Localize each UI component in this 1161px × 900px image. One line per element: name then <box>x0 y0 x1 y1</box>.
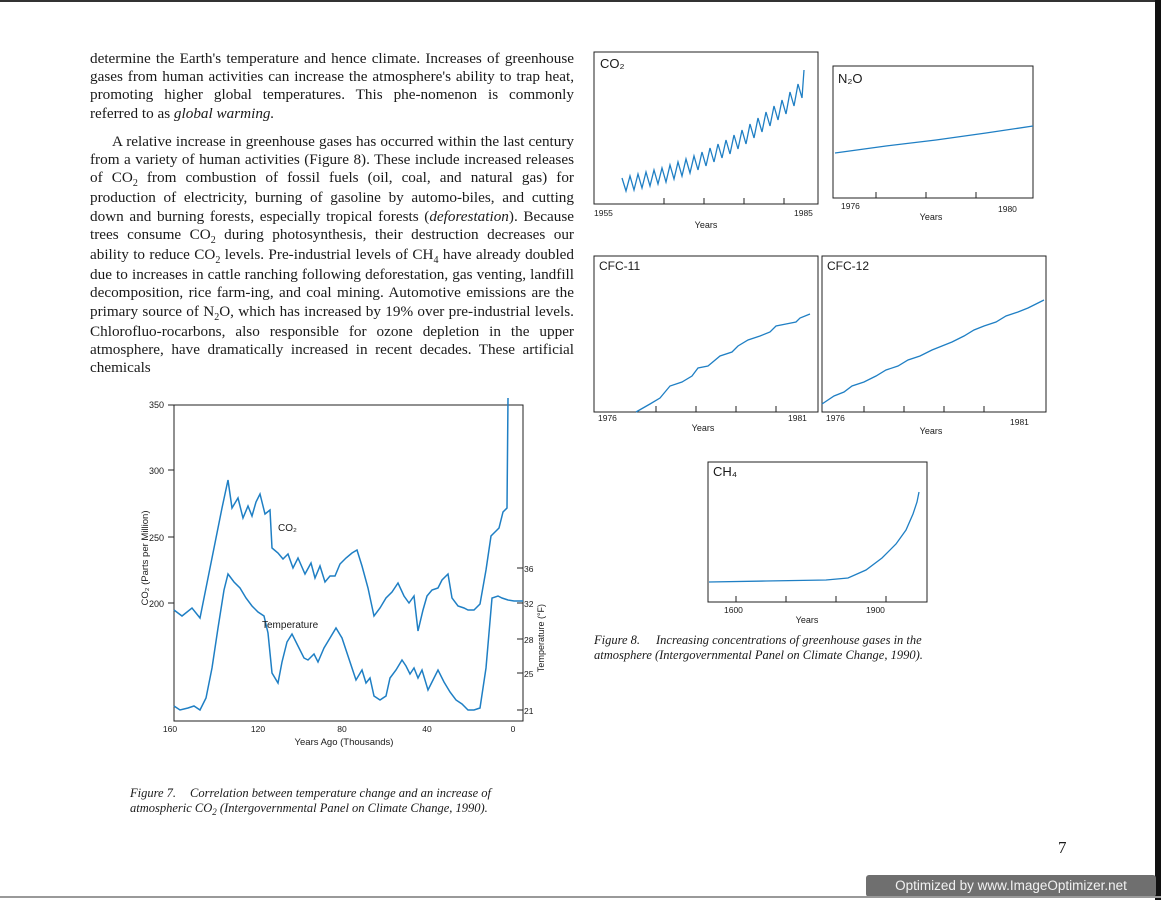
panel-n2o-title: N₂O <box>838 71 863 86</box>
temperature-curve-label: Temperature <box>262 620 319 631</box>
temp-tick-36: 36 <box>524 564 534 574</box>
panel-cfc12-xlabel: Years <box>920 426 943 436</box>
panel-co2-title: CO₂ <box>600 56 625 71</box>
panel-ch4-xlabel: Years <box>796 615 819 625</box>
panel-cfc11-x-start: 1976 <box>598 413 617 423</box>
co2-tick-200: 200 <box>149 599 164 609</box>
figure-8-caption: Figure 8. Increasing concentrations of gr… <box>594 633 923 662</box>
panel-ch4: CH₄ 1600 1900 Years <box>707 461 928 625</box>
co2-axis-label: CO₂ (Parts per Million) <box>140 510 151 605</box>
panel-cfc11-title: CFC-11 <box>599 259 640 273</box>
temp-tick-28: 28 <box>524 635 534 645</box>
figure-7-chart: 350 300 250 200 CO₂ (Parts per Million) … <box>140 398 546 748</box>
panel-cfc12-x-start: 1976 <box>826 413 845 423</box>
temperature-curve <box>173 572 523 712</box>
ch4-curve <box>708 491 920 583</box>
figure-7-caption: Figure 7. Correlation between temperature… <box>130 786 491 817</box>
paragraph-1: determine the Earth's temperature and he… <box>90 50 574 122</box>
body-text: determine the Earth's temperature and he… <box>90 50 574 387</box>
panel-cfc11-xlabel: Years <box>692 423 715 433</box>
temp-tick-25: 25 <box>524 669 534 679</box>
panel-cfc11-x-end: 1981 <box>788 413 807 423</box>
x-axis-label: Years Ago (Thousands) <box>295 737 394 748</box>
panel-ch4-title: CH₄ <box>713 464 737 479</box>
figure-7-caption-label: Figure 7. <box>130 786 177 800</box>
temperature-axis-ticks: 36 32 28 25 21 <box>517 564 534 716</box>
co2-tick-350: 350 <box>149 400 164 410</box>
panel-co2-x-start: 1955 <box>594 208 613 218</box>
panel-co2-x-end: 1985 <box>794 208 813 218</box>
figure-8-charts: CO₂ 1955 1985 Years N₂O 1976 1980 Years … <box>593 51 1047 625</box>
x-tick-80: 80 <box>337 724 347 734</box>
co2-seasonal-curve <box>621 69 805 194</box>
co2-tick-300: 300 <box>149 466 164 476</box>
co2-axis-ticks: 350 300 250 200 <box>149 400 174 609</box>
x-tick-160: 160 <box>163 724 177 734</box>
panel-n2o-x-end: 1980 <box>998 204 1017 214</box>
page-edge <box>1155 0 1161 900</box>
n2o-curve <box>834 125 1034 154</box>
panel-cfc12-x-end: 1981 <box>1010 417 1029 427</box>
top-rule <box>0 0 1161 2</box>
panel-n2o-xlabel: Years <box>920 212 943 222</box>
x-tick-0: 0 <box>511 724 516 734</box>
panel-ch4-x-start: 1600 <box>724 605 743 615</box>
panel-cfc12-title: CFC-12 <box>827 259 869 273</box>
paragraph-2: A relative increase in greenhouse gases … <box>90 132 574 377</box>
panel-n2o-x-start: 1976 <box>841 201 860 211</box>
x-tick-40: 40 <box>422 724 432 734</box>
watermark-badge: Optimized by www.ImageOptimizer.net <box>866 875 1156 897</box>
panel-n2o: N₂O 1976 1980 Years <box>832 65 1034 222</box>
x-tick-120: 120 <box>251 724 265 734</box>
panel-co2: CO₂ 1955 1985 Years <box>593 51 819 230</box>
panel-ch4-x-end: 1900 <box>866 605 885 615</box>
temp-tick-32: 32 <box>524 599 534 609</box>
co2-curve <box>173 398 509 632</box>
panel-co2-xlabel: Years <box>695 220 718 230</box>
co2-curve-label: CO₂ <box>278 523 297 534</box>
temp-tick-21: 21 <box>524 706 534 716</box>
temperature-axis-label: Temperature (°F) <box>536 604 546 672</box>
panel-cfc11: CFC-11 1976 1981 Years <box>593 255 819 433</box>
figure-8-caption-label: Figure 8. <box>594 633 641 647</box>
co2-tick-250: 250 <box>149 533 164 543</box>
figure-7-plot-frame <box>173 404 524 722</box>
bottom-rule <box>0 896 1161 898</box>
panel-cfc12: CFC-12 1976 1981 Years <box>821 255 1047 436</box>
x-axis-ticks: 160 120 80 40 0 <box>163 724 516 734</box>
cfc11-curve <box>635 313 811 413</box>
cfc12-curve <box>821 299 1045 405</box>
page-number: 7 <box>1058 838 1067 857</box>
